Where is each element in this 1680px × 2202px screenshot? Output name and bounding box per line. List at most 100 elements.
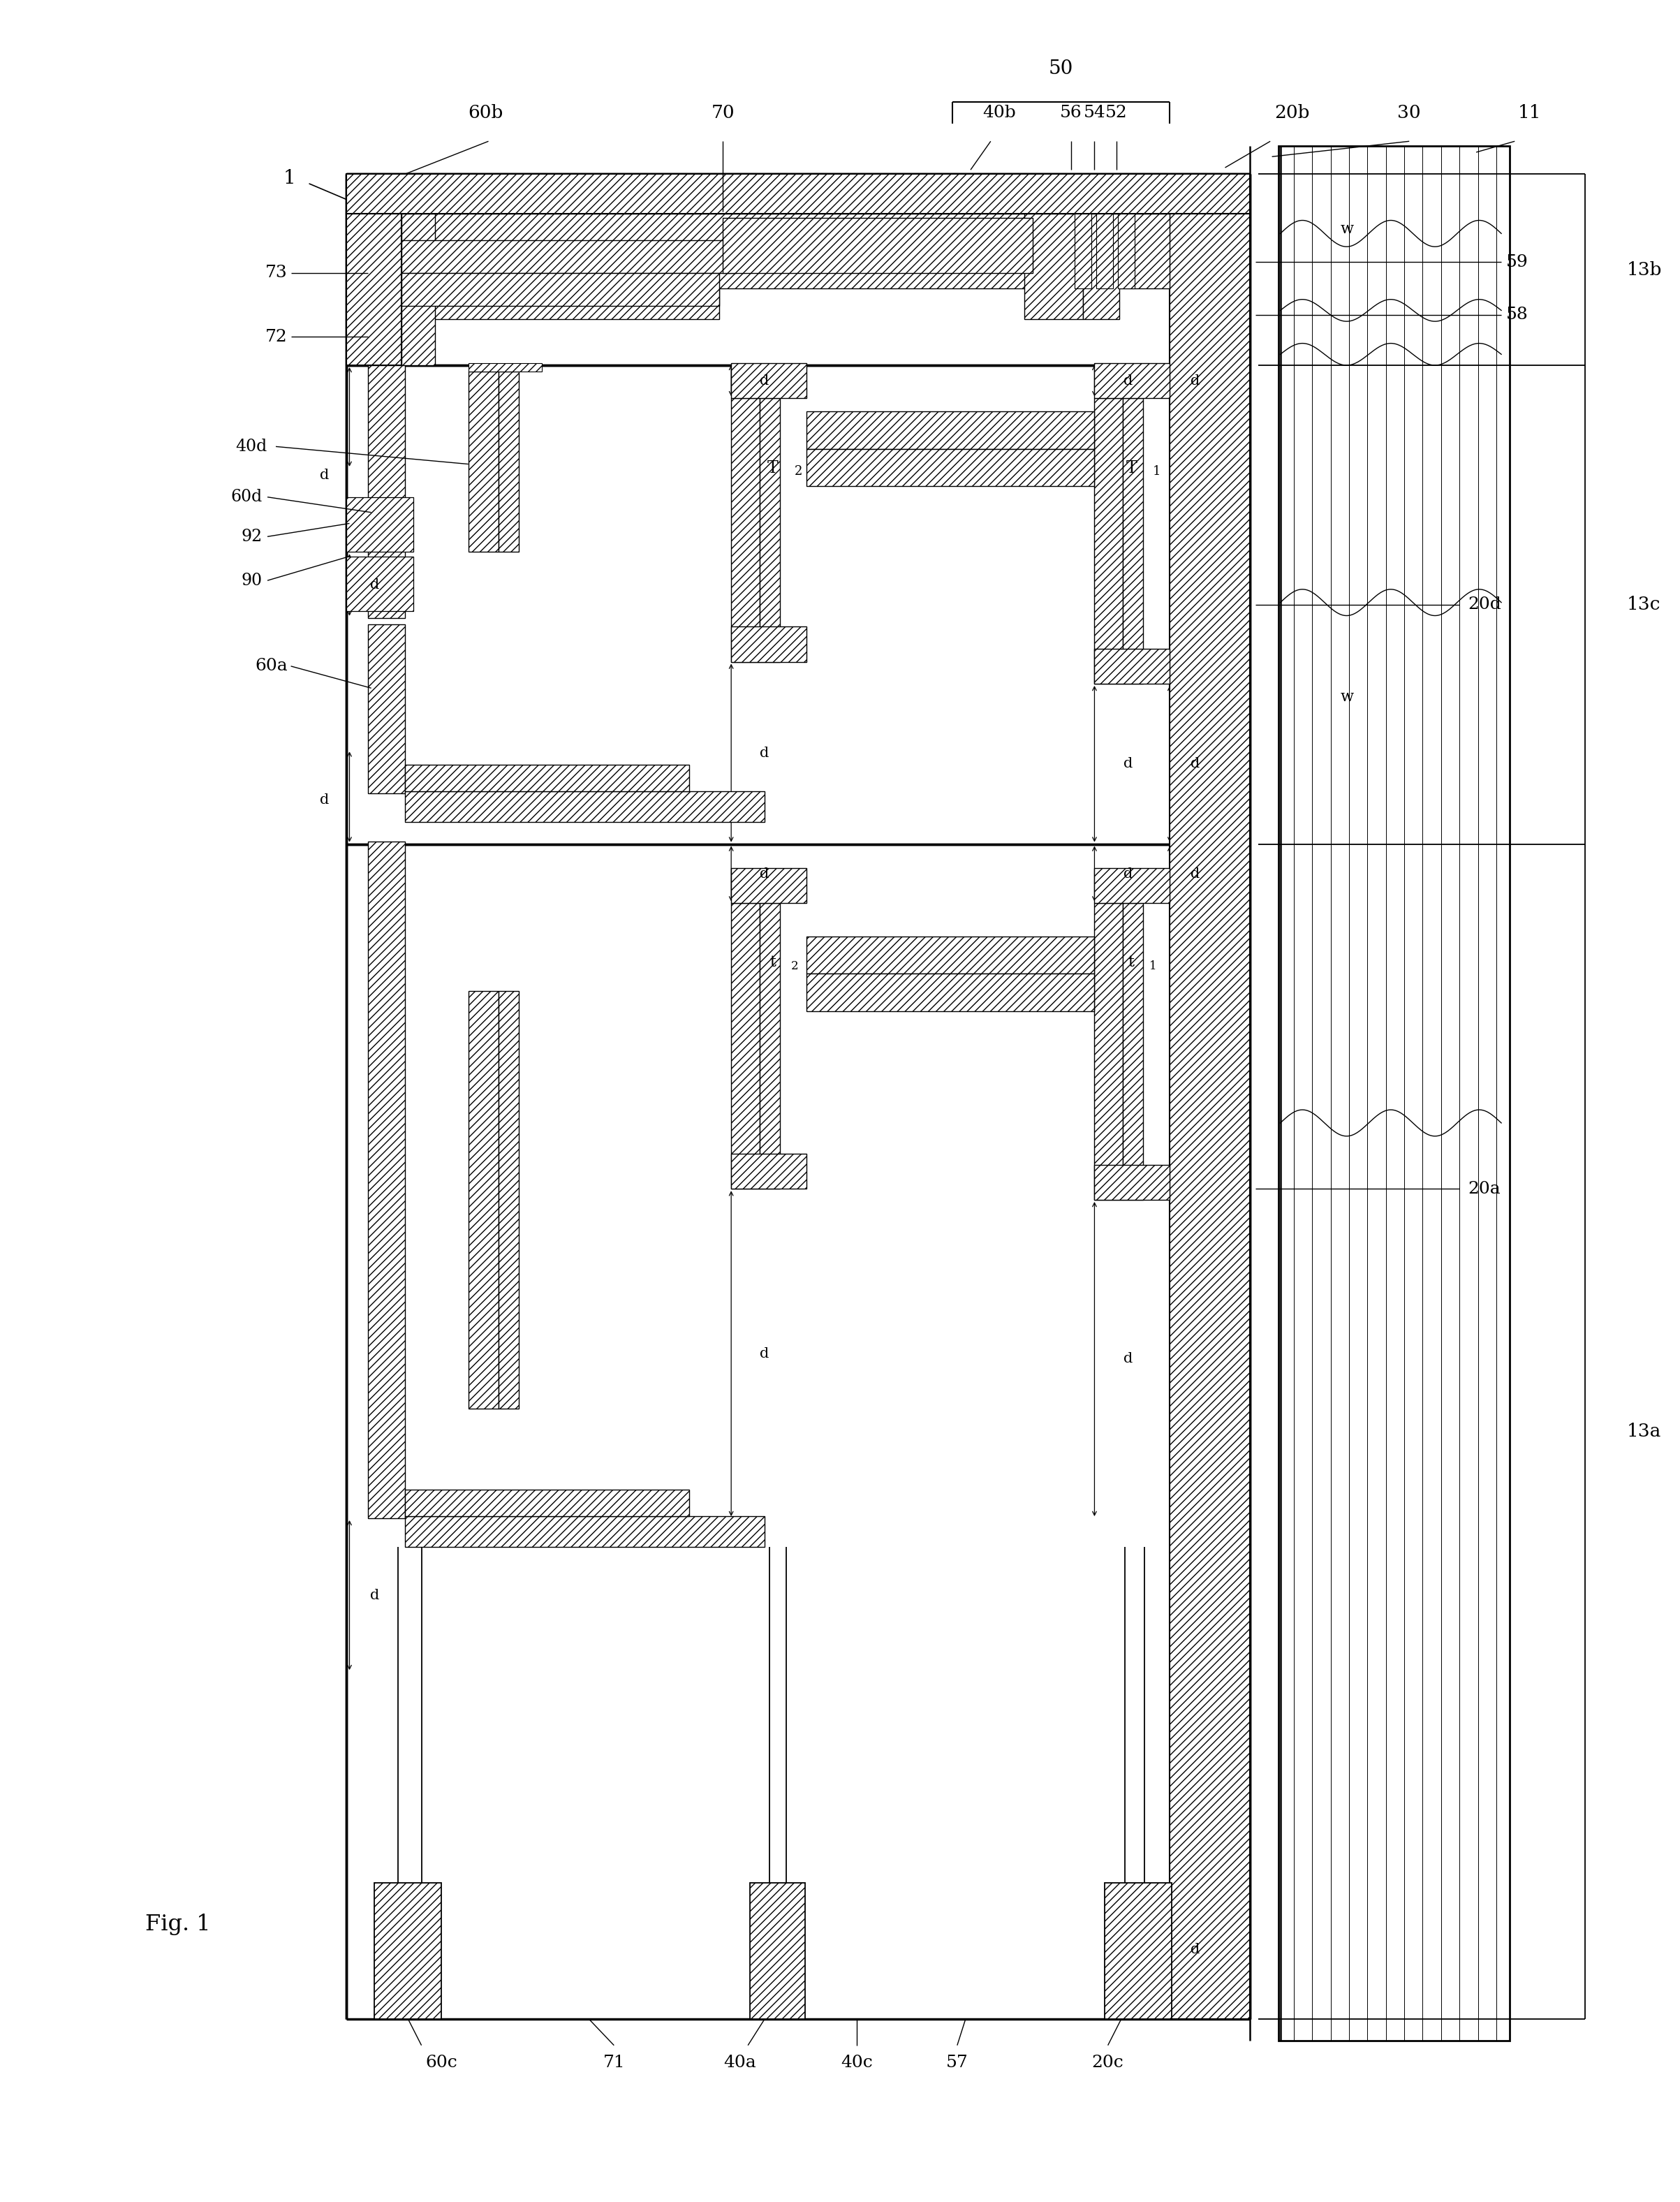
Text: 57: 57: [946, 2054, 968, 2070]
Bar: [499, 372, 519, 553]
Text: w: w: [1341, 222, 1354, 238]
Text: 58: 58: [1507, 306, 1529, 324]
Bar: [499, 991, 519, 1409]
Text: d: d: [321, 793, 329, 806]
Bar: [1122, 399, 1142, 685]
Text: 40a: 40a: [722, 2054, 756, 2070]
Bar: [1075, 214, 1090, 288]
Bar: [731, 868, 806, 903]
Text: 1: 1: [1152, 465, 1161, 478]
Text: 20d: 20d: [1468, 597, 1502, 612]
Text: d: d: [1124, 1352, 1132, 1365]
Bar: [1094, 903, 1122, 1200]
Text: d: d: [759, 746, 769, 760]
Text: 2: 2: [791, 960, 798, 971]
Text: d: d: [321, 469, 329, 482]
Bar: [368, 841, 405, 1517]
Bar: [346, 214, 402, 366]
Text: 40d: 40d: [235, 438, 267, 454]
Bar: [346, 557, 413, 612]
Bar: [806, 936, 1094, 973]
Bar: [1169, 214, 1250, 2019]
Text: d: d: [1124, 374, 1132, 388]
Bar: [402, 273, 719, 306]
Text: T: T: [768, 460, 778, 476]
Text: d: d: [370, 579, 380, 592]
Bar: [469, 363, 543, 372]
Bar: [346, 174, 1250, 214]
Bar: [1094, 363, 1169, 399]
Bar: [759, 903, 780, 1189]
Text: d: d: [1124, 868, 1132, 881]
Text: d: d: [759, 374, 769, 388]
Bar: [1025, 214, 1082, 319]
Bar: [731, 363, 806, 399]
Text: 60d: 60d: [230, 489, 262, 504]
Text: 20b: 20b: [1275, 103, 1310, 121]
Text: 13a: 13a: [1626, 1422, 1662, 1440]
Bar: [759, 399, 780, 663]
Text: t: t: [1129, 956, 1134, 971]
Bar: [1094, 650, 1169, 685]
Bar: [402, 288, 719, 319]
Text: t: t: [769, 956, 776, 971]
Bar: [1278, 145, 1510, 2041]
Bar: [1094, 399, 1122, 685]
Text: 54: 54: [1084, 106, 1105, 121]
Text: 20a: 20a: [1468, 1180, 1500, 1198]
Text: 70: 70: [711, 103, 734, 121]
Text: 2: 2: [795, 465, 801, 478]
Text: T: T: [1126, 460, 1137, 476]
Text: 60b: 60b: [469, 103, 504, 121]
Bar: [405, 1491, 689, 1517]
Text: d: d: [1191, 757, 1200, 771]
Bar: [1094, 868, 1169, 903]
Text: 60c: 60c: [425, 2054, 457, 2070]
Bar: [1082, 214, 1119, 319]
Bar: [731, 399, 759, 663]
Text: d: d: [370, 1588, 380, 1601]
Text: 73: 73: [265, 264, 287, 282]
Bar: [405, 791, 764, 821]
Bar: [1095, 214, 1112, 288]
Text: 71: 71: [603, 2054, 625, 2070]
Bar: [1104, 1883, 1171, 2019]
Bar: [346, 174, 1250, 366]
Bar: [375, 1883, 442, 2019]
Text: 20c: 20c: [1092, 2054, 1124, 2070]
Text: 52: 52: [1105, 106, 1127, 121]
Text: 13c: 13c: [1626, 597, 1662, 614]
Bar: [722, 218, 1033, 273]
Text: 56: 56: [1060, 106, 1082, 121]
Bar: [731, 628, 806, 663]
Text: d: d: [1191, 374, 1200, 388]
Text: 1: 1: [1149, 960, 1158, 971]
Bar: [405, 764, 689, 791]
Bar: [731, 903, 759, 1189]
Text: 11: 11: [1519, 103, 1542, 121]
Text: d: d: [1191, 1942, 1200, 1955]
Bar: [1094, 1165, 1169, 1200]
Bar: [469, 372, 499, 553]
Text: 13b: 13b: [1626, 262, 1662, 277]
Bar: [806, 412, 1094, 449]
Bar: [368, 625, 405, 793]
Text: 59: 59: [1507, 253, 1529, 271]
Text: 92: 92: [242, 528, 262, 544]
Bar: [749, 1883, 805, 2019]
Text: d: d: [759, 1348, 769, 1361]
Text: d: d: [1191, 868, 1200, 881]
Text: 72: 72: [265, 328, 287, 346]
Bar: [731, 1154, 806, 1189]
Text: 50: 50: [1048, 59, 1074, 79]
Text: 90: 90: [242, 573, 262, 588]
Bar: [402, 214, 1169, 288]
Text: 1: 1: [284, 170, 296, 187]
Bar: [402, 214, 435, 366]
Bar: [469, 991, 499, 1409]
Bar: [1117, 214, 1134, 288]
Bar: [806, 973, 1094, 1011]
Bar: [806, 449, 1094, 487]
Bar: [368, 366, 405, 619]
Text: d: d: [759, 868, 769, 881]
